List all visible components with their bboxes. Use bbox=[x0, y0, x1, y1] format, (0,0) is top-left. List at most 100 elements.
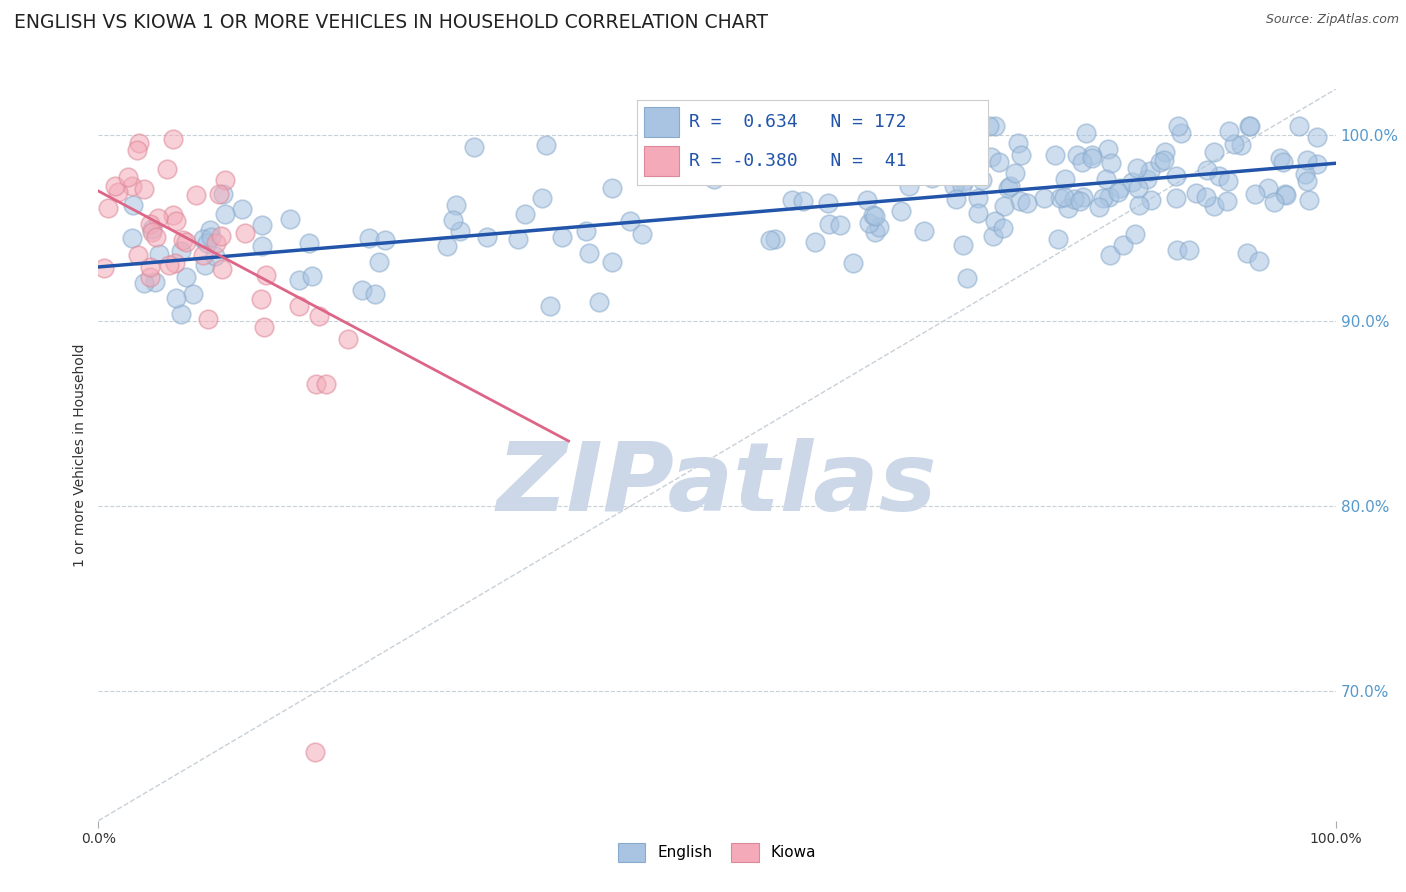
Point bbox=[967, 191, 990, 205]
Point bbox=[910, 160, 932, 174]
Point bbox=[363, 286, 385, 301]
Point bbox=[890, 204, 912, 219]
Point bbox=[998, 179, 1021, 194]
Point bbox=[898, 178, 921, 193]
Point bbox=[134, 182, 156, 196]
Point bbox=[967, 206, 990, 220]
Point bbox=[817, 217, 839, 231]
Point bbox=[1081, 151, 1104, 165]
Point bbox=[1215, 194, 1237, 208]
Point bbox=[1166, 243, 1188, 257]
Point bbox=[1092, 191, 1115, 205]
Point bbox=[984, 120, 1007, 134]
Point bbox=[977, 120, 1000, 134]
Point bbox=[205, 236, 228, 251]
Point bbox=[1153, 153, 1175, 167]
Point bbox=[1167, 120, 1189, 134]
Point bbox=[943, 178, 966, 193]
Point bbox=[1170, 126, 1192, 140]
Point bbox=[1195, 189, 1218, 203]
Point bbox=[1244, 187, 1267, 202]
Point bbox=[1099, 248, 1122, 262]
Point bbox=[198, 223, 221, 237]
Point bbox=[121, 231, 143, 245]
Point bbox=[449, 224, 471, 238]
Point bbox=[1073, 190, 1095, 204]
Point bbox=[441, 212, 464, 227]
Point bbox=[1295, 173, 1317, 187]
Point bbox=[863, 225, 886, 239]
FancyBboxPatch shape bbox=[644, 146, 679, 177]
Point bbox=[921, 171, 943, 186]
Point bbox=[165, 255, 187, 269]
Point bbox=[304, 377, 326, 392]
Text: ENGLISH VS KIOWA 1 OR MORE VEHICLES IN HOUSEHOLD CORRELATION CHART: ENGLISH VS KIOWA 1 OR MORE VEHICLES IN H… bbox=[14, 13, 768, 32]
Point bbox=[141, 222, 163, 236]
Point bbox=[911, 155, 934, 169]
Point bbox=[1202, 145, 1225, 159]
Point bbox=[93, 260, 115, 275]
Point bbox=[1237, 120, 1260, 134]
Point bbox=[337, 333, 360, 347]
Point bbox=[1097, 141, 1119, 155]
Point bbox=[194, 258, 217, 272]
Point bbox=[912, 224, 935, 238]
Point bbox=[125, 144, 148, 158]
Point bbox=[837, 143, 859, 157]
Point bbox=[842, 256, 865, 270]
Point bbox=[1239, 120, 1261, 134]
Point bbox=[162, 208, 184, 222]
Point bbox=[141, 225, 163, 239]
Point bbox=[817, 196, 839, 211]
Point bbox=[1202, 199, 1225, 213]
Point bbox=[357, 231, 380, 245]
Point bbox=[1069, 194, 1091, 208]
Point bbox=[254, 268, 277, 283]
Point bbox=[121, 178, 143, 193]
Point bbox=[288, 273, 311, 287]
Point bbox=[122, 197, 145, 211]
Point bbox=[1306, 130, 1329, 145]
Point bbox=[530, 191, 553, 205]
Point bbox=[1223, 137, 1246, 152]
Point bbox=[288, 299, 311, 313]
Point bbox=[1053, 189, 1076, 203]
Y-axis label: 1 or more Vehicles in Household: 1 or more Vehicles in Household bbox=[73, 343, 87, 566]
Point bbox=[132, 276, 155, 290]
Point bbox=[600, 181, 623, 195]
Point bbox=[231, 202, 253, 216]
Point bbox=[436, 239, 458, 253]
Point bbox=[1066, 147, 1088, 161]
Point bbox=[575, 223, 598, 237]
Point bbox=[1136, 172, 1159, 186]
Point bbox=[1185, 186, 1208, 200]
Point bbox=[145, 230, 167, 244]
Point bbox=[350, 283, 373, 297]
Point bbox=[104, 179, 127, 194]
Point bbox=[903, 149, 925, 163]
Point bbox=[212, 186, 235, 201]
Point bbox=[107, 185, 129, 199]
Point bbox=[1098, 190, 1121, 204]
Point bbox=[886, 161, 908, 175]
Point bbox=[993, 199, 1015, 213]
Point bbox=[828, 218, 851, 232]
Point bbox=[1154, 145, 1177, 160]
Point bbox=[1288, 120, 1310, 134]
Point bbox=[1166, 169, 1188, 183]
Point bbox=[1099, 155, 1122, 169]
Point bbox=[172, 233, 194, 247]
Point bbox=[945, 192, 967, 206]
Point bbox=[1128, 198, 1150, 212]
Point bbox=[991, 220, 1014, 235]
Point bbox=[534, 137, 557, 152]
Point bbox=[1010, 148, 1032, 162]
Point bbox=[214, 173, 236, 187]
Point bbox=[191, 231, 214, 245]
Point bbox=[1263, 194, 1285, 209]
Point bbox=[1197, 163, 1219, 178]
Text: R =  0.634   N = 172: R = 0.634 N = 172 bbox=[689, 113, 907, 131]
Point bbox=[1298, 193, 1320, 207]
Point bbox=[984, 214, 1007, 228]
Point bbox=[855, 193, 877, 207]
